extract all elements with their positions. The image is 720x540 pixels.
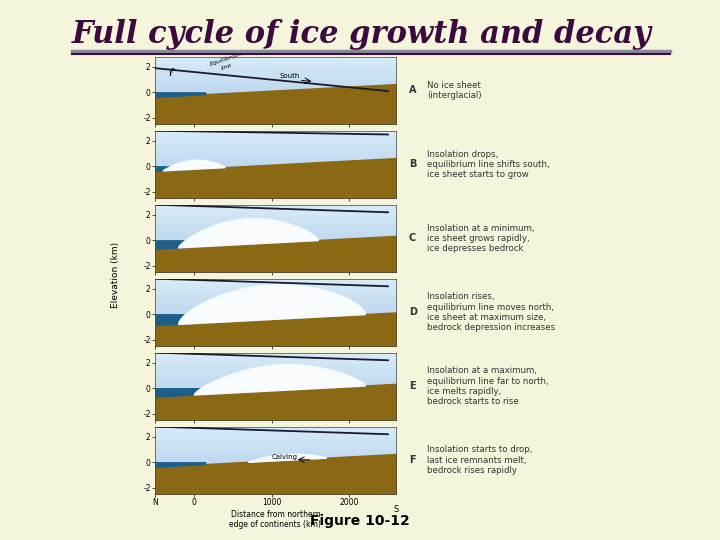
- Text: Equilibrium: Equilibrium: [210, 51, 245, 68]
- Text: line: line: [221, 62, 233, 71]
- Text: B: B: [409, 159, 416, 170]
- Text: Insolation rises,
equilibrium line moves north,
ice sheet at maximum size,
bedro: Insolation rises, equilibrium line moves…: [427, 292, 555, 333]
- Text: Elevation (km): Elevation (km): [111, 242, 120, 308]
- Text: Insolation at a minimum,
ice sheet grows rapidly,
ice depresses bedrock: Insolation at a minimum, ice sheet grows…: [427, 224, 534, 253]
- Text: Calving: Calving: [271, 454, 297, 460]
- Text: South: South: [279, 73, 300, 79]
- Text: Full cycle of ice growth and decay: Full cycle of ice growth and decay: [72, 19, 652, 50]
- Text: Insolation starts to drop,
last ice remnants melt,
bedrock rises rapidly: Insolation starts to drop, last ice remn…: [427, 446, 532, 475]
- Text: F: F: [409, 455, 415, 465]
- Text: A: A: [409, 85, 416, 96]
- X-axis label: Distance from northern
edge of continents (km): Distance from northern edge of continent…: [230, 510, 321, 529]
- Text: D: D: [409, 307, 417, 318]
- Text: Insolation at a maximum,
equilibrium line far to north,
ice melts rapidly,
bedro: Insolation at a maximum, equilibrium lin…: [427, 366, 549, 407]
- Text: Figure 10-12: Figure 10-12: [310, 514, 410, 528]
- Text: C: C: [409, 233, 416, 244]
- Text: E: E: [409, 381, 415, 391]
- Text: P: P: [171, 68, 174, 73]
- Text: No ice sheet
(interglacial): No ice sheet (interglacial): [427, 81, 482, 100]
- Text: Insolation drops,
equilibrium line shifts south,
ice sheet starts to grow: Insolation drops, equilibrium line shift…: [427, 150, 549, 179]
- Text: S: S: [393, 505, 399, 514]
